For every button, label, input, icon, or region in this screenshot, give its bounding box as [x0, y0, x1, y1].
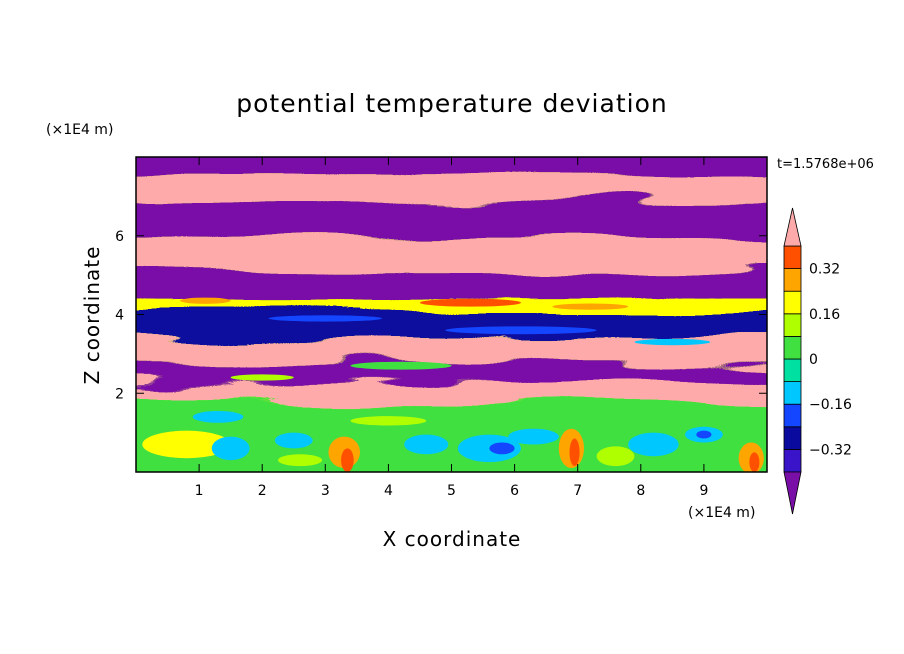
contour-band-3 [136, 235, 767, 272]
colorbar-swatch-7 [783, 290, 802, 315]
contour-band-1 [136, 172, 767, 205]
x-tick-label-1: 1 [195, 483, 204, 499]
contour-streak-3 [268, 315, 383, 322]
plot-area [136, 157, 767, 472]
colorbar-swatch-2 [783, 403, 802, 428]
colorbar: 0.32 0.16 0 −0.16 −0.32 [783, 207, 852, 515]
contour-eddy-16 [749, 452, 760, 472]
colorbar-extend-high [783, 207, 802, 247]
y-tick-label-6: 6 [115, 229, 124, 245]
y-tick-label-4: 4 [115, 308, 124, 324]
x-tick-label-3: 3 [321, 483, 330, 499]
x-tick-label-4: 4 [384, 483, 393, 499]
chart-title: potential temperature deviation [236, 89, 667, 118]
contour-eddy-19 [192, 410, 244, 423]
colorbar-label-2: 0 [809, 352, 818, 368]
x-axis-ticks: 1 2 3 4 5 6 7 8 9 [195, 157, 708, 499]
contour-streak-1 [180, 297, 231, 304]
x-tick-label-2: 2 [258, 483, 267, 499]
contour-eddy-1 [211, 436, 250, 461]
colorbar-swatch-8 [783, 268, 802, 292]
x-tick-label-7: 7 [573, 483, 582, 499]
contour-band-8 [136, 361, 767, 382]
contour-band-2 [136, 204, 767, 236]
x-tick-label-9: 9 [699, 483, 708, 499]
y-unit-label: (×1E4 m) [46, 122, 113, 138]
x-axis-label: X coordinate [383, 527, 522, 551]
contour-eddy-5 [274, 432, 313, 449]
contour-eddy-12 [628, 432, 679, 457]
contour-band-4 [136, 271, 767, 299]
contour-eddy-4 [341, 448, 354, 472]
colorbar-swatch-9 [783, 245, 802, 270]
colorbar-swatch-1 [783, 426, 802, 450]
colorbar-swatch-5 [783, 335, 802, 360]
contour-eddy-11 [508, 428, 559, 445]
contour-layers [136, 157, 767, 472]
contour-eddy-17 [596, 446, 635, 467]
y-tick-label-2: 2 [115, 386, 124, 402]
contour-eddy-18 [350, 416, 427, 426]
contour-eddy-14 [696, 430, 712, 439]
time-label: t=1.5768e+06 [777, 157, 874, 172]
y-axis-label: Z coordinate [80, 246, 104, 385]
colorbar-swatch-0 [783, 448, 802, 473]
colorbar-extend-low [783, 471, 802, 515]
contour-eddy-2 [277, 454, 323, 467]
contour-band-0 [136, 157, 767, 173]
x-unit-label: (×1E4 m) [688, 505, 755, 521]
contour-eddy-0 [142, 430, 231, 459]
colorbar-label-1: 0.16 [809, 307, 840, 323]
x-tick-label-6: 6 [510, 483, 519, 499]
contour-band-6 [136, 314, 767, 339]
y-axis-ticks: 2 4 6 [115, 229, 767, 402]
contour-streak-2 [552, 303, 629, 310]
colorbar-label-0: 0.32 [809, 262, 840, 278]
contour-band-5 [136, 298, 767, 315]
contour-eddy-6 [404, 434, 449, 455]
colorbar-label-4: −0.32 [809, 442, 852, 458]
x-tick-label-8: 8 [636, 483, 645, 499]
x-tick-label-5: 5 [447, 483, 456, 499]
colorbar-swatch-6 [783, 313, 802, 337]
contour-eddy-8 [489, 442, 515, 455]
contour-streak-4 [445, 326, 597, 335]
colorbar-label-3: −0.16 [809, 397, 852, 413]
contour-band-9 [136, 381, 767, 402]
contour-streak-6 [634, 338, 711, 346]
contour-eddy-7 [457, 434, 521, 463]
contour-streak-5 [350, 361, 452, 370]
contour-band-7 [136, 338, 767, 362]
colorbar-swatch-4 [783, 358, 802, 383]
contour-detail [142, 297, 764, 472]
contour-streak-7 [230, 374, 294, 381]
contour-streak-0 [419, 298, 521, 307]
colorbar-swatch-3 [783, 381, 802, 405]
contour-eddy-10 [569, 438, 580, 467]
